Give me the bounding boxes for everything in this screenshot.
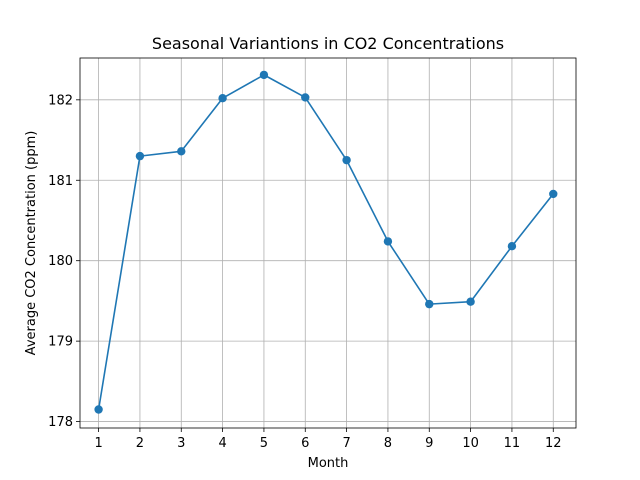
data-point bbox=[466, 297, 475, 306]
y-tick-label: 178 bbox=[48, 415, 73, 430]
x-tick-label: 6 bbox=[301, 436, 309, 451]
series-group bbox=[94, 70, 558, 414]
x-tick-label: 12 bbox=[545, 436, 562, 451]
y-tick-label: 179 bbox=[48, 335, 73, 350]
x-tick-label: 7 bbox=[342, 436, 350, 451]
data-point bbox=[135, 151, 145, 161]
x-tick-label: 10 bbox=[462, 436, 479, 451]
data-point bbox=[383, 237, 393, 246]
x-tick-label: 5 bbox=[260, 436, 268, 451]
data-point bbox=[259, 70, 269, 80]
chart-title: Seasonal Variantions in CO2 Concentratio… bbox=[152, 34, 504, 53]
plot-frame bbox=[79, 57, 577, 429]
y-tick-label: 181 bbox=[48, 174, 73, 189]
x-tick-label: 11 bbox=[504, 436, 521, 451]
x-tick-label: 3 bbox=[177, 436, 185, 451]
data-point bbox=[301, 93, 310, 102]
data-point bbox=[94, 405, 103, 414]
x-tick-label: 9 bbox=[425, 436, 433, 451]
data-point bbox=[507, 242, 517, 251]
y-tick-label: 180 bbox=[48, 254, 73, 269]
data-point bbox=[218, 94, 227, 103]
data-point bbox=[177, 147, 186, 156]
x-axis-label: Month bbox=[308, 456, 349, 471]
x-tick-label: 4 bbox=[218, 436, 226, 451]
x-tick-label: 8 bbox=[384, 436, 392, 451]
data-point bbox=[342, 155, 351, 165]
y-axis-label: Average CO2 Concentration (ppm) bbox=[24, 131, 39, 356]
x-tick-label: 2 bbox=[136, 436, 144, 451]
y-tick-label: 182 bbox=[48, 93, 73, 108]
data-point bbox=[425, 299, 434, 309]
x-tick-label: 1 bbox=[94, 436, 102, 451]
data-point bbox=[549, 189, 558, 199]
series-line bbox=[97, 74, 554, 410]
